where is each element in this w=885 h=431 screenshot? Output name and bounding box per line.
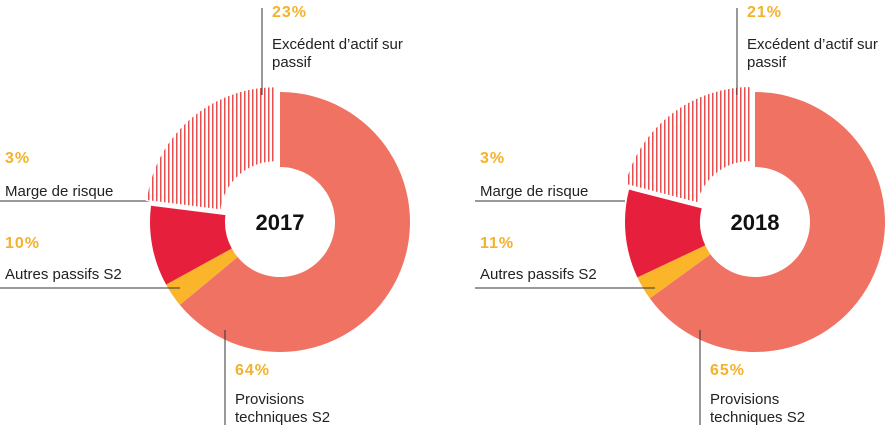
center-label: 2018 xyxy=(731,210,780,235)
value-label: 3% xyxy=(480,150,506,167)
category-label: Excédent d’actif sur passif xyxy=(272,36,403,71)
value-label: 64% xyxy=(235,362,271,379)
category-label: Provisions techniques S2 xyxy=(235,391,331,426)
category-label: Excédent d’actif sur passif xyxy=(747,36,878,71)
value-label: 21% xyxy=(747,4,783,21)
slice xyxy=(624,85,752,204)
slice xyxy=(166,248,238,305)
value-label: 65% xyxy=(710,362,746,379)
slice xyxy=(649,92,885,352)
category-label: Marge de risque xyxy=(5,183,114,200)
slice xyxy=(145,86,276,211)
slice xyxy=(150,205,232,285)
slice xyxy=(637,245,711,299)
slice xyxy=(179,92,410,353)
value-label: 23% xyxy=(272,4,308,21)
value-label: 10% xyxy=(5,235,41,252)
slice xyxy=(624,189,706,278)
category-label: Provisions techniques S2 xyxy=(710,391,806,426)
category-label: Marge de risque xyxy=(480,183,589,200)
value-label: 3% xyxy=(5,150,31,167)
category-label: Autres passifs S2 xyxy=(5,266,122,283)
category-label: Autres passifs S2 xyxy=(480,266,597,283)
center-label: 2017 xyxy=(256,210,305,235)
value-label: 11% xyxy=(480,235,515,252)
